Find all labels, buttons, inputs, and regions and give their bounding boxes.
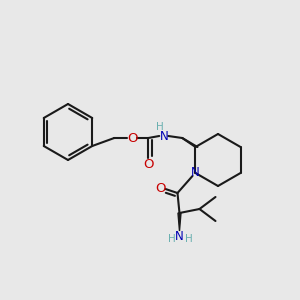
Text: O: O (143, 158, 154, 172)
Text: N: N (160, 130, 169, 142)
Text: N: N (175, 230, 184, 244)
Text: H: H (184, 234, 192, 244)
Text: H: H (156, 122, 164, 132)
Text: N: N (191, 167, 200, 179)
Polygon shape (178, 213, 181, 231)
Text: O: O (155, 182, 166, 196)
Text: O: O (127, 131, 137, 145)
Text: H: H (168, 234, 176, 244)
